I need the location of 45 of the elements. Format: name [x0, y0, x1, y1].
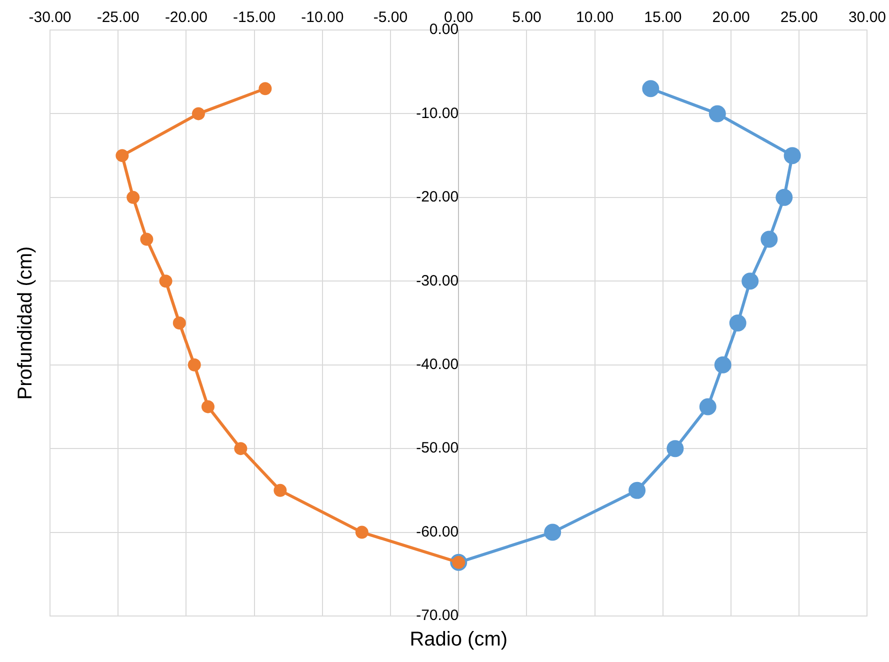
point [159, 274, 172, 288]
point [140, 232, 154, 246]
point [258, 82, 272, 96]
x-tick-label: 10.00 [576, 9, 614, 26]
x-axis-title: Radio (cm) [410, 628, 508, 651]
y-tick-label: -20.00 [416, 188, 459, 206]
x-tick-label: 20.00 [712, 9, 750, 26]
point [202, 400, 214, 414]
point [192, 107, 205, 120]
y-tick-label: -70.00 [416, 607, 459, 624]
x-tick-label: -20.00 [164, 9, 208, 26]
point [708, 105, 726, 122]
point [742, 272, 759, 290]
point [699, 398, 716, 416]
y-tick-label: -60.00 [416, 523, 459, 540]
point [729, 314, 746, 332]
point [355, 526, 368, 539]
x-tick-label: -30.00 [28, 9, 72, 26]
point [784, 147, 801, 164]
y-axis-title: Profundidad (cm) [14, 246, 37, 400]
point [116, 149, 129, 162]
point [172, 316, 186, 330]
point [760, 230, 778, 248]
x-tick-label: 30.00 [848, 9, 886, 26]
x-tick-label: 15.00 [644, 9, 682, 26]
x-tick-label: -15.00 [233, 9, 276, 26]
point [126, 190, 140, 204]
point [714, 356, 732, 374]
y-tick-label: -50.00 [416, 440, 459, 457]
y-tick-label: -40.00 [416, 356, 459, 373]
x-tick-label: -5.00 [373, 9, 408, 26]
x-tick-label: 5.00 [512, 9, 542, 26]
point [544, 524, 562, 541]
y-tick-label: -30.00 [416, 272, 459, 290]
point [666, 440, 684, 458]
x-tick-label: -25.00 [96, 9, 140, 26]
point [188, 358, 201, 372]
point [234, 442, 248, 456]
point [274, 484, 287, 497]
y-tick-label: -10.00 [416, 104, 459, 122]
x-tick-label: -10.00 [301, 9, 344, 26]
x-tick-label: 25.00 [780, 9, 818, 26]
point [776, 188, 793, 206]
point [642, 80, 660, 98]
point [628, 482, 646, 499]
